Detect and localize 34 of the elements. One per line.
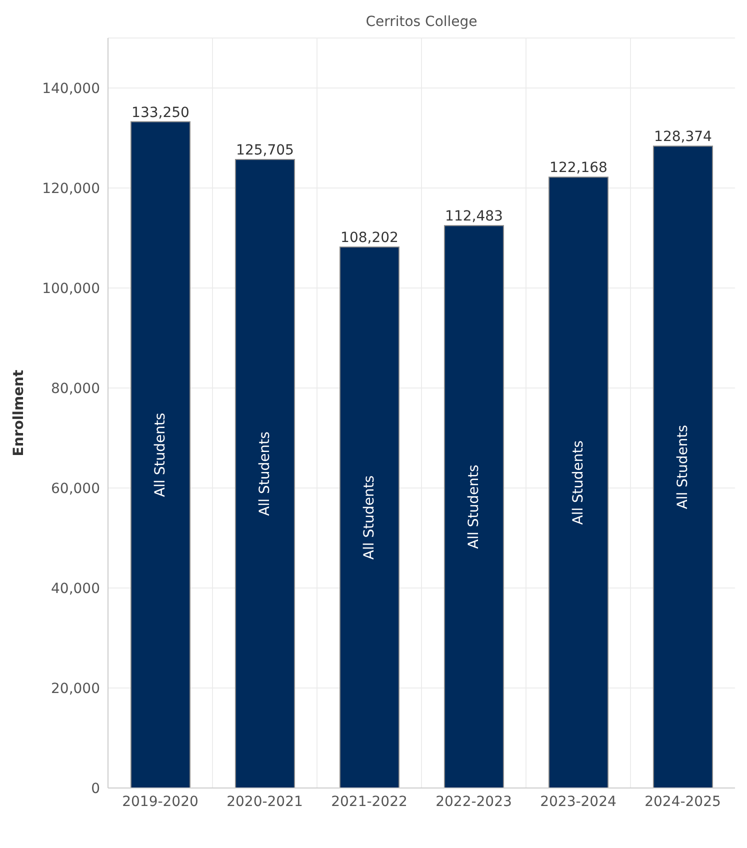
- data-label: 133,250: [132, 104, 190, 121]
- y-tick-label: 40,000: [51, 580, 100, 597]
- x-tick-label: 2022-2023: [436, 794, 512, 810]
- data-label: 125,705: [236, 142, 294, 158]
- y-tick-label: 0: [91, 780, 100, 797]
- bar: [444, 225, 504, 788]
- y-tick-label: 120,000: [42, 180, 100, 197]
- bar: [130, 121, 190, 788]
- chart-title: Cerritos College: [364, 14, 478, 30]
- y-tick-label: 140,000: [42, 80, 100, 97]
- bar: [548, 176, 608, 788]
- data-label: 122,168: [550, 160, 608, 176]
- text: All Students: [256, 432, 273, 516]
- y-tick-label: 20,000: [51, 680, 100, 697]
- data-label: 108,202: [340, 230, 398, 246]
- y-axis-title: Enrollment: [10, 370, 27, 456]
- text: All Students: [361, 475, 378, 560]
- bar: [652, 146, 713, 788]
- x-tick-label: 2021-2022: [331, 794, 408, 810]
- text: All Students: [570, 440, 586, 525]
- y-tick-label: 100,000: [42, 280, 100, 297]
- x-tick-label: 2024-2025: [644, 794, 721, 810]
- y-tick-label: 80,000: [51, 380, 100, 397]
- data-label: 128,374: [654, 129, 712, 146]
- bar: [339, 246, 400, 788]
- data-label: 112,483: [445, 208, 503, 225]
- x-tick-label: 2019-2020: [122, 794, 198, 810]
- text: All Students: [674, 424, 691, 510]
- y-tick-label: 60,000: [51, 480, 100, 497]
- x-tick-label: 2023-2024: [540, 794, 616, 810]
- text: All Students: [466, 464, 482, 549]
- series-label: All Students: [152, 412, 168, 497]
- bar: [234, 158, 295, 788]
- x-tick-label: 2020-2021: [226, 794, 303, 810]
